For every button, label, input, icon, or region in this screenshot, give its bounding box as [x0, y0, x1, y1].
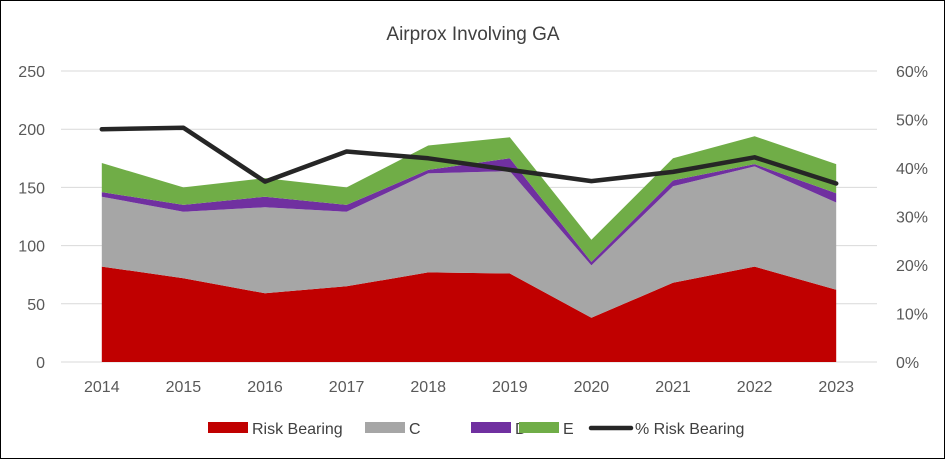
x-tick-label: 2022	[737, 379, 773, 396]
x-axis-ticks: 2014 2015 2016 2017 2018 2019 2020 2021 2022 2023	[84, 379, 854, 396]
y2-tick-label: 40%	[896, 161, 928, 178]
legend-swatch	[208, 422, 248, 433]
line-series-percent-risk-bearing	[99, 125, 839, 186]
x-tick-label: 2021	[655, 379, 691, 396]
legend-label: Risk Bearing	[252, 421, 343, 438]
x-tick-label: 2019	[492, 379, 528, 396]
x-tick-label: 2016	[247, 379, 283, 396]
y-tick-label: 0	[36, 355, 45, 372]
y2-tick-label: 60%	[896, 64, 928, 81]
y-tick-label: 150	[18, 180, 45, 197]
y-tick-label: 100	[18, 239, 45, 256]
legend-swatch	[471, 422, 511, 433]
y2-tick-label: 10%	[896, 307, 928, 324]
x-tick-label: 2018	[410, 379, 446, 396]
y-tick-label: 250	[18, 64, 45, 81]
area-series-d	[101, 158, 837, 266]
legend-label: E	[563, 421, 574, 438]
x-tick-label: 2023	[818, 379, 854, 396]
y2-tick-label: 0%	[896, 355, 919, 372]
legend-swatch	[519, 422, 559, 433]
percent-line	[99, 125, 839, 186]
x-tick-label: 2020	[574, 379, 610, 396]
x-tick-label: 2015	[166, 379, 202, 396]
y2-tick-label: 30%	[896, 210, 928, 227]
y-tick-label: 200	[18, 122, 45, 139]
right-axis-ticks: 0% 10% 20% 30% 40% 50% 60%	[896, 64, 928, 372]
area-series-risk-bearing	[101, 266, 837, 362]
y2-tick-label: 50%	[896, 113, 928, 130]
y-tick-label: 50	[27, 297, 45, 314]
left-axis-ticks: 0 50 100 150 200 250	[18, 64, 45, 372]
area-series-e	[101, 136, 837, 262]
legend: Risk BearingCDE% Risk Bearing	[208, 421, 744, 438]
legend-label: % Risk Bearing	[635, 421, 744, 438]
legend-label: C	[409, 421, 421, 438]
x-tick-label: 2017	[329, 379, 365, 396]
x-tick-label: 2014	[84, 379, 120, 396]
area-series-c	[101, 166, 837, 318]
chart-title: Airprox Involving GA	[386, 24, 560, 45]
y2-tick-label: 20%	[896, 258, 928, 275]
legend-swatch	[365, 422, 405, 433]
stacked-areas	[101, 136, 837, 362]
